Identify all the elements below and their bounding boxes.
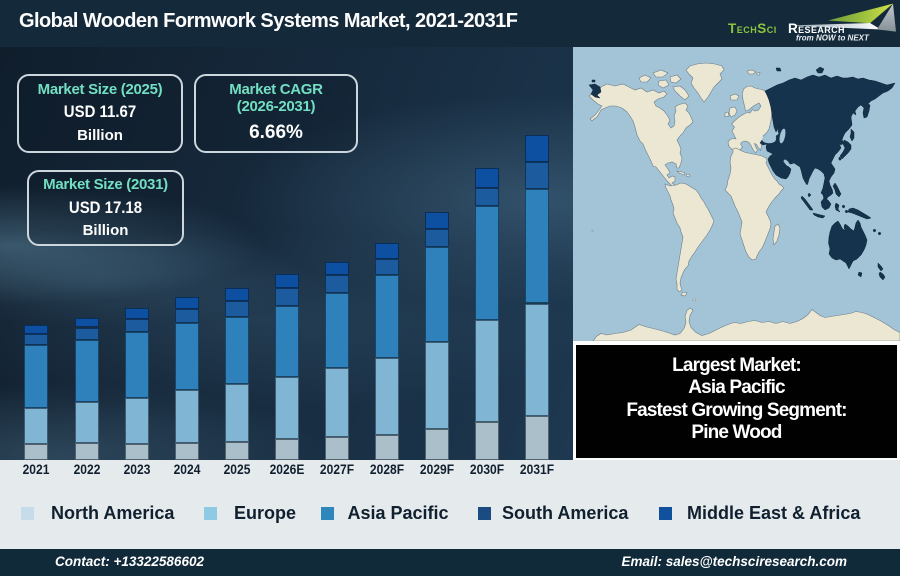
svg-text:TechSci: TechSci	[728, 21, 777, 36]
svg-text:from NOW to NEXT: from NOW to NEXT	[796, 34, 870, 43]
svg-text:Research: Research	[788, 21, 845, 36]
